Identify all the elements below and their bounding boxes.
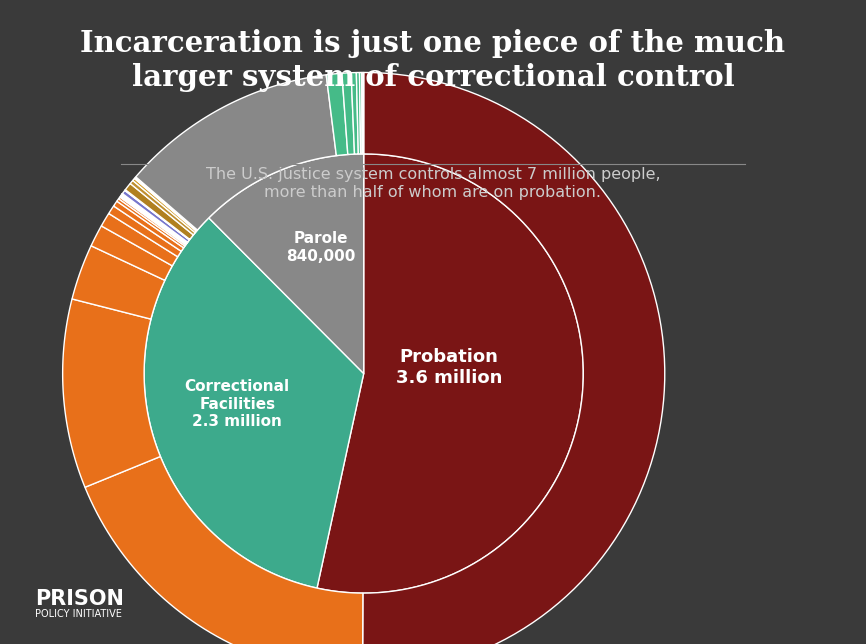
Polygon shape [362, 73, 363, 154]
Polygon shape [122, 194, 187, 243]
Polygon shape [121, 194, 187, 243]
Text: PRISON: PRISON [35, 589, 124, 609]
Polygon shape [209, 154, 364, 374]
Polygon shape [122, 194, 188, 242]
Polygon shape [120, 195, 187, 244]
Polygon shape [122, 194, 187, 243]
Polygon shape [132, 178, 197, 232]
Polygon shape [125, 190, 190, 240]
Polygon shape [109, 206, 181, 257]
Polygon shape [72, 246, 165, 319]
Polygon shape [62, 299, 160, 488]
Text: Incarceration is just one piece of the much
larger system of correctional contro: Incarceration is just one piece of the m… [81, 29, 785, 91]
Text: POLICY INITIATIVE: POLICY INITIATIVE [35, 609, 121, 619]
Polygon shape [130, 180, 195, 235]
Polygon shape [101, 213, 178, 266]
Polygon shape [126, 184, 193, 240]
Polygon shape [119, 197, 186, 246]
Polygon shape [342, 73, 354, 155]
Polygon shape [121, 194, 187, 243]
Polygon shape [122, 191, 190, 242]
Polygon shape [122, 194, 188, 242]
Polygon shape [317, 154, 584, 593]
Polygon shape [326, 73, 348, 156]
Polygon shape [144, 218, 364, 588]
Polygon shape [359, 73, 362, 154]
Polygon shape [85, 457, 363, 644]
Polygon shape [120, 196, 186, 245]
Polygon shape [136, 75, 336, 230]
Polygon shape [113, 201, 184, 251]
Polygon shape [135, 177, 197, 231]
Polygon shape [122, 194, 188, 243]
Polygon shape [122, 194, 188, 242]
Polygon shape [91, 226, 172, 280]
Polygon shape [356, 73, 360, 154]
Polygon shape [363, 73, 665, 644]
Polygon shape [134, 178, 197, 231]
Text: Correctional
Facilities
2.3 million: Correctional Facilities 2.3 million [184, 379, 290, 429]
Polygon shape [351, 73, 359, 154]
Polygon shape [117, 199, 185, 248]
Polygon shape [125, 190, 190, 240]
Text: Probation
3.6 million: Probation 3.6 million [396, 348, 502, 386]
Text: The U.S. justice system controls almost 7 million people,
more than half of whom: The U.S. justice system controls almost … [206, 167, 660, 200]
Text: Parole
840,000: Parole 840,000 [286, 231, 355, 264]
